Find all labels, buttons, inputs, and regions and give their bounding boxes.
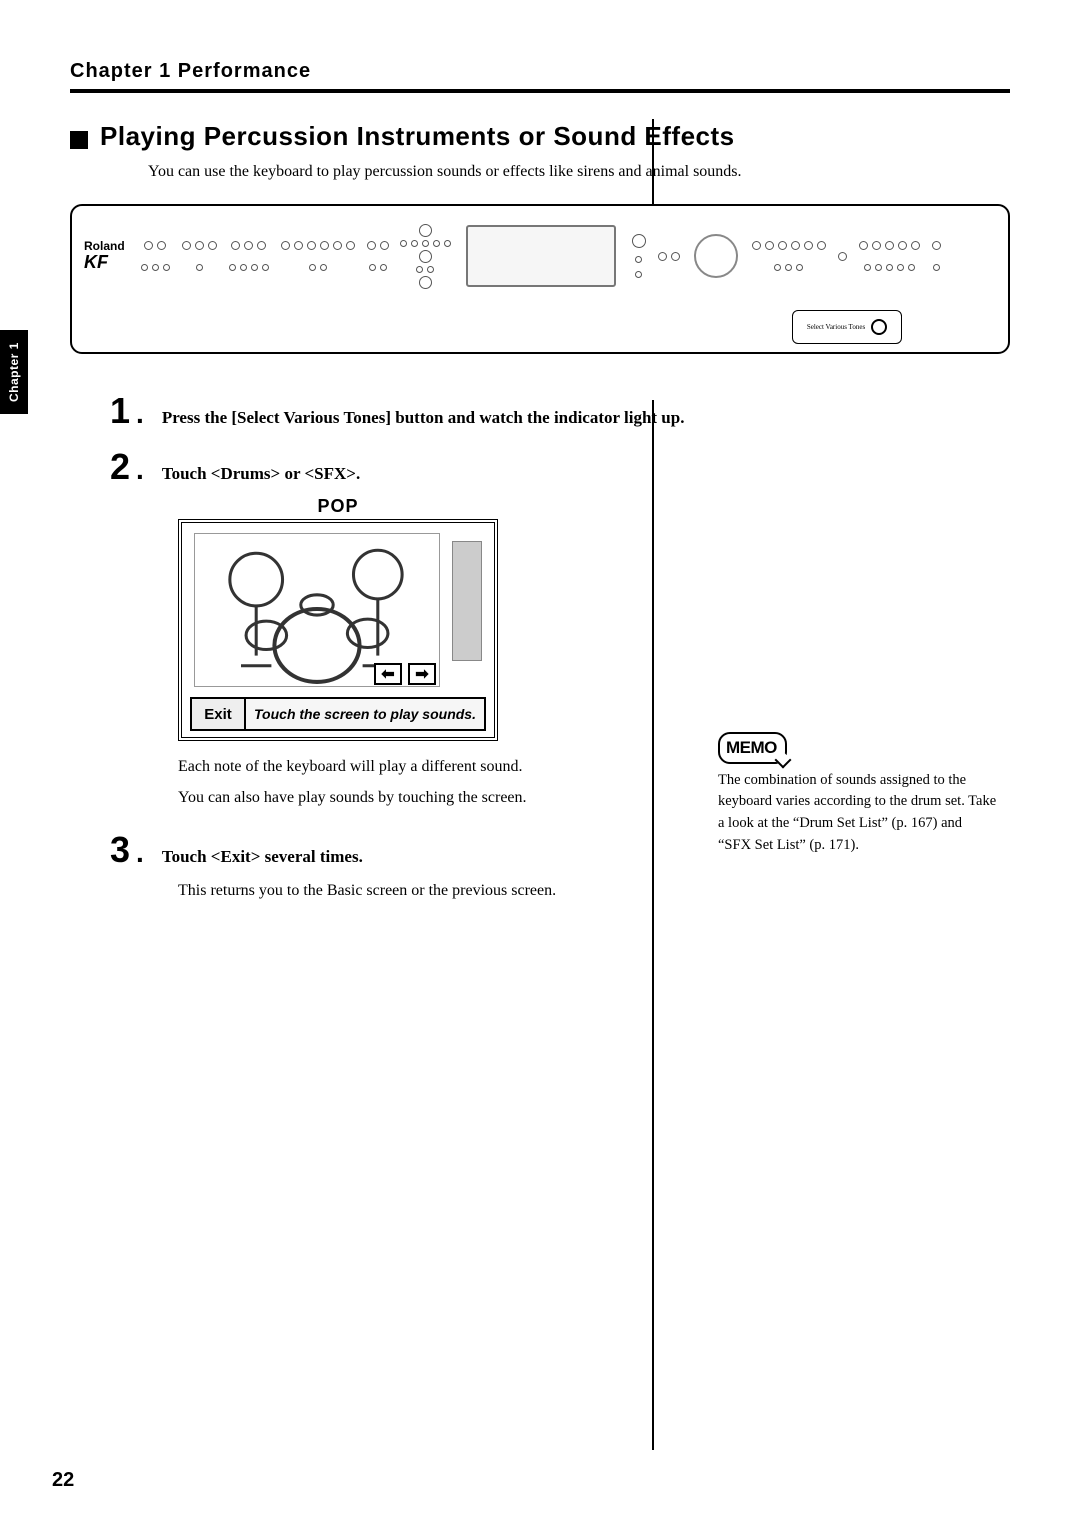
section-title: Playing Percussion Instruments or Sound …: [100, 121, 735, 152]
arrow-left-button[interactable]: ⬅: [374, 663, 402, 685]
bottom-instruction: Touch the screen to play sounds.: [246, 699, 484, 729]
arrow-row: ⬅ ➡: [374, 663, 436, 685]
ctrl-cluster: [141, 241, 170, 271]
brand-name: Roland: [84, 240, 125, 253]
intro-text: You can use the keyboard to play percuss…: [148, 160, 748, 184]
step-text: Press the [Select Various Tones] button …: [162, 408, 685, 428]
ctrl-cluster: [632, 234, 646, 278]
page: Chapter 1 Performance Playing Percussion…: [0, 0, 1080, 1528]
section-heading: Playing Percussion Instruments or Sound …: [70, 121, 1010, 152]
step-dot: .: [136, 454, 144, 486]
ctrl-cluster: [367, 241, 389, 271]
callout-select-various-tones: Select Various Tones: [792, 310, 902, 344]
pop-label: POP: [178, 496, 498, 517]
page-number: 22: [52, 1469, 74, 1492]
ctrl-cluster: [838, 252, 847, 261]
step-dot: .: [136, 837, 144, 869]
drum-screen: ⬅ ➡ Exit Touch the screen to play sounds…: [178, 519, 498, 741]
callout-label: Select Various Tones: [807, 323, 865, 331]
step-text: Touch <Exit> several times.: [162, 847, 363, 867]
lcd-screen: [466, 225, 616, 287]
step-1: 1 . Press the [Select Various Tones] but…: [110, 390, 1010, 432]
step-2: 2 . Touch <Drums> or <SFX>.: [110, 446, 1010, 488]
memo-sidebar: MEMO The combination of sounds assigned …: [718, 732, 998, 857]
ctrl-cluster: [859, 241, 920, 271]
ctrl-cluster: [182, 241, 217, 271]
memo-icon: MEMO: [718, 732, 787, 764]
brand-logo: KF: [84, 253, 125, 273]
step-number: 3: [110, 829, 130, 871]
step3-body: This returns you to the Basic screen or …: [178, 879, 698, 904]
memo-text: The combination of sounds assigned to th…: [718, 770, 998, 857]
exit-button[interactable]: Exit: [192, 699, 246, 729]
step-text: Touch <Drums> or <SFX>.: [162, 464, 360, 484]
callout-dot-icon: [871, 319, 887, 335]
drum-figure: POP ⬅ ➡: [178, 496, 498, 741]
square-bullet-icon: [70, 131, 88, 149]
keyboard-panel-figure: Roland KF: [70, 204, 1010, 354]
ctrl-cluster: [281, 241, 355, 271]
chapter-heading: Chapter 1 Performance: [70, 60, 1010, 83]
ctrl-cluster: [658, 252, 680, 261]
ctrl-cluster: [932, 241, 941, 271]
step-number: 1: [110, 390, 130, 432]
arrow-right-button[interactable]: ➡: [408, 663, 436, 685]
step-number: 2: [110, 446, 130, 488]
step-dot: .: [136, 398, 144, 430]
scroll-bar: [452, 541, 482, 661]
after-figure-line1: Each note of the keyboard will play a di…: [178, 755, 698, 780]
ctrl-cluster: [229, 241, 269, 271]
dial: [694, 234, 738, 278]
rhythm-cluster: [400, 224, 451, 289]
drum-bottom-bar: Exit Touch the screen to play sounds.: [190, 697, 486, 731]
rule: [70, 89, 1010, 93]
brand-block: Roland KF: [84, 240, 125, 273]
after-figure-line2: You can also have play sounds by touchin…: [178, 786, 698, 811]
ctrl-cluster: [752, 241, 826, 271]
